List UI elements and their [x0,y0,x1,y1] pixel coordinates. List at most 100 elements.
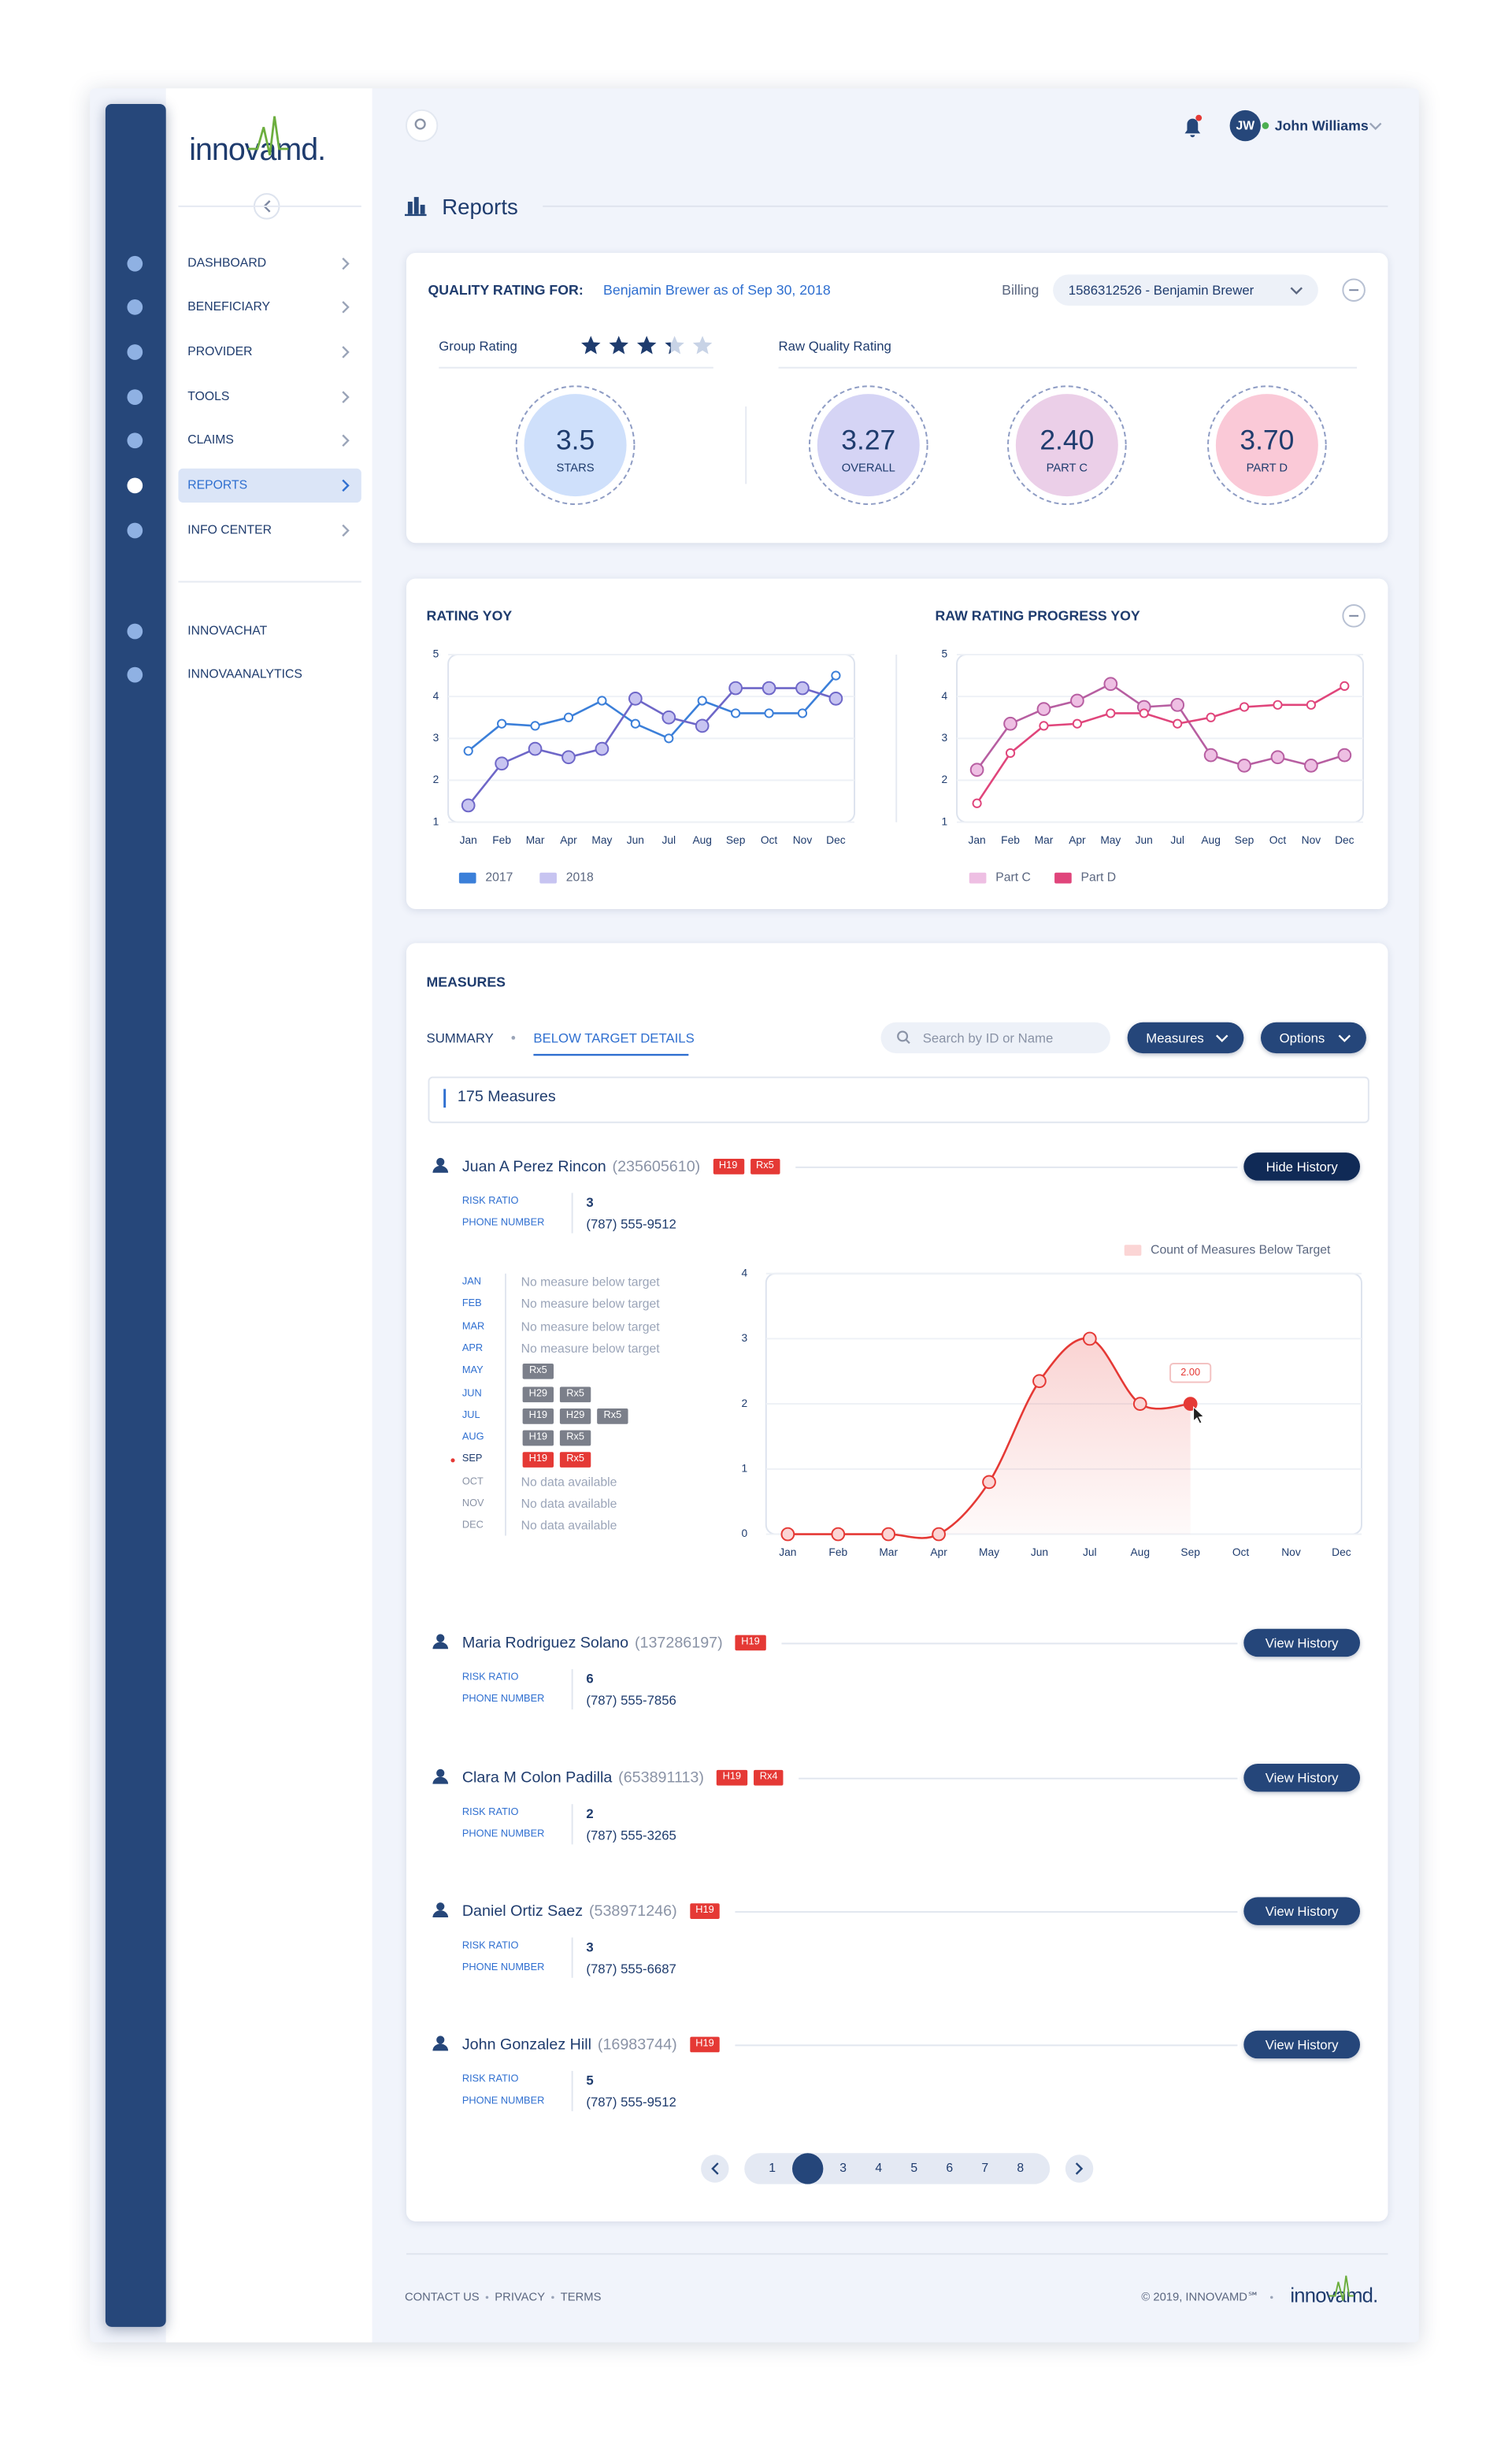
history-button[interactable] [1243,2030,1361,2059]
history-button[interactable] [1243,1628,1361,1657]
nav-item[interactable]: REPORTS [187,477,248,492]
history-tags: Rx5 [522,1364,554,1380]
patient-id: (653891113) [618,1768,704,1787]
history-note: No data available [521,1475,617,1489]
billing-select[interactable] [1053,274,1318,306]
history-button-label: View History [1265,1635,1339,1651]
page-number[interactable]: 2 [804,2161,812,2175]
billing-label: Billing [1002,282,1040,299]
history-note: No measure below target [521,1297,660,1312]
nav-item[interactable]: INNOVAANALYTICS [187,666,302,681]
page-number[interactable]: 7 [981,2161,989,2175]
logo: innovamd. [189,133,326,168]
nav-item[interactable]: CLAIMS [187,432,234,447]
nav-item[interactable]: BENEFICIARY [187,299,271,314]
history-month: AUG [461,1431,484,1443]
patient-header: Maria Rodriguez Solano (137286197) H19 [462,1632,1238,1654]
measure-tag: Rx5 [559,1430,591,1446]
footer-logo: innovamd. [1290,2283,1378,2307]
phone-value: (787) 555-7856 [586,1692,676,1709]
history-month: NOV [461,1498,484,1510]
risk-value: 2 [586,1806,594,1821]
field-label: PHONE NUMBER [461,1962,545,1973]
history-button-label: View History [1265,2036,1339,2053]
patient-header: Juan A Perez Rincon (235605610) H19 Rx5 [462,1156,1238,1178]
card [406,578,1388,909]
field-label: RISK RATIO [461,1940,519,1952]
measure-tag: Rx5 [559,1452,591,1468]
field-label: RISK RATIO [461,1672,519,1683]
footer-link[interactable]: TERMS [560,2289,602,2304]
patient-id: (137286197) [634,1634,723,1652]
icon-rail [105,103,166,2327]
nav-item[interactable]: TOOLS [187,389,230,403]
history-month: MAY [461,1365,484,1377]
patient-name[interactable]: John Gonzalez Hill [461,2036,592,2054]
history-note: No measure below target [521,1342,660,1356]
chart-title: RATING YOY [426,607,513,624]
row-rule [799,1776,1238,1779]
history-button-label: View History [1265,1903,1339,1919]
measure-tag: H19 [522,1452,554,1468]
row-rule [736,2043,1238,2046]
risk-value: 6 [586,1670,594,1687]
nav-item[interactable]: PROVIDER [187,344,253,358]
history-tags: H29 Rx5 [522,1386,591,1402]
row-rule [736,1910,1238,1913]
history-month: FEB [461,1298,482,1310]
button-label: Options [1279,1030,1325,1046]
history-tags: H19 H29 Rx5 [522,1408,628,1424]
field-label: RISK RATIO [461,2073,519,2085]
measure-count: 175 Measures [457,1089,556,1107]
patient-name[interactable]: Daniel Ortiz Saez [461,1902,584,1920]
risk-value: 3 [586,1939,594,1955]
search-input[interactable] [880,1022,1110,1054]
page-number[interactable]: 1 [769,2161,776,2175]
raw-rating-label: Raw Quality Rating [778,338,891,354]
history-button[interactable] [1243,1897,1361,1925]
footer-link[interactable]: PRIVACY [495,2289,546,2304]
nav-item[interactable]: INNOVACHAT [187,623,268,638]
page-number[interactable]: 8 [1017,2161,1025,2175]
measure-tag: H19 [522,1430,554,1446]
tab[interactable]: BELOW TARGET DETAILS [533,1030,695,1046]
field-label: PHONE NUMBER [461,2095,545,2107]
patient-header: John Gonzalez Hill (16983744) H19 [462,2034,1238,2056]
phone-value: (787) 555-9512 [586,1215,676,1232]
nav-active [178,468,361,503]
copyright: © 2019, INNOVAMD℠ [1141,2289,1260,2304]
phone-value: (787) 555-6687 [586,1961,676,1976]
history-button[interactable] [1243,1764,1361,1792]
button-label: Measures [1146,1030,1204,1046]
nav-item[interactable]: INFO CENTER [187,522,272,537]
measure-tag: H19 [735,1635,766,1651]
measure-tag: H29 [559,1408,591,1424]
nav-item[interactable]: DASHBOARD [187,255,267,270]
measure-tag: H19 [716,1769,747,1786]
history-tags: H19 Rx5 [522,1430,591,1446]
history-button[interactable] [1243,1152,1361,1181]
field-label: RISK RATIO [461,1196,519,1208]
page-number[interactable]: 5 [910,2161,918,2175]
history-button-label: Hide History [1266,1159,1338,1175]
risk-value: 5 [586,2072,594,2088]
page-number[interactable]: 4 [875,2161,883,2175]
history-month: JUN [461,1387,482,1399]
quality-label: QUALITY RATING FOR: [428,282,584,299]
patient-id: (16983744) [597,2036,677,2054]
patient-name[interactable]: Maria Rodriguez Solano [461,1634,629,1652]
row-rule [781,1642,1238,1644]
phone-value: (787) 555-3265 [586,1827,676,1843]
user-name[interactable]: John Williams [1274,117,1369,134]
risk-value: 3 [586,1194,594,1210]
patient-name[interactable]: Juan A Perez Rincon [461,1158,606,1175]
tab[interactable]: SUMMARY [426,1030,494,1046]
page-number[interactable]: 3 [839,2161,847,2175]
page-number[interactable]: 6 [946,2161,954,2175]
measure-tag: Rx5 [522,1364,554,1380]
patient-name[interactable]: Clara M Colon Padilla [461,1768,613,1787]
footer-link[interactable]: CONTACT US [404,2289,480,2304]
history-month: APR [461,1343,484,1354]
history-note: No measure below target [521,1319,660,1334]
